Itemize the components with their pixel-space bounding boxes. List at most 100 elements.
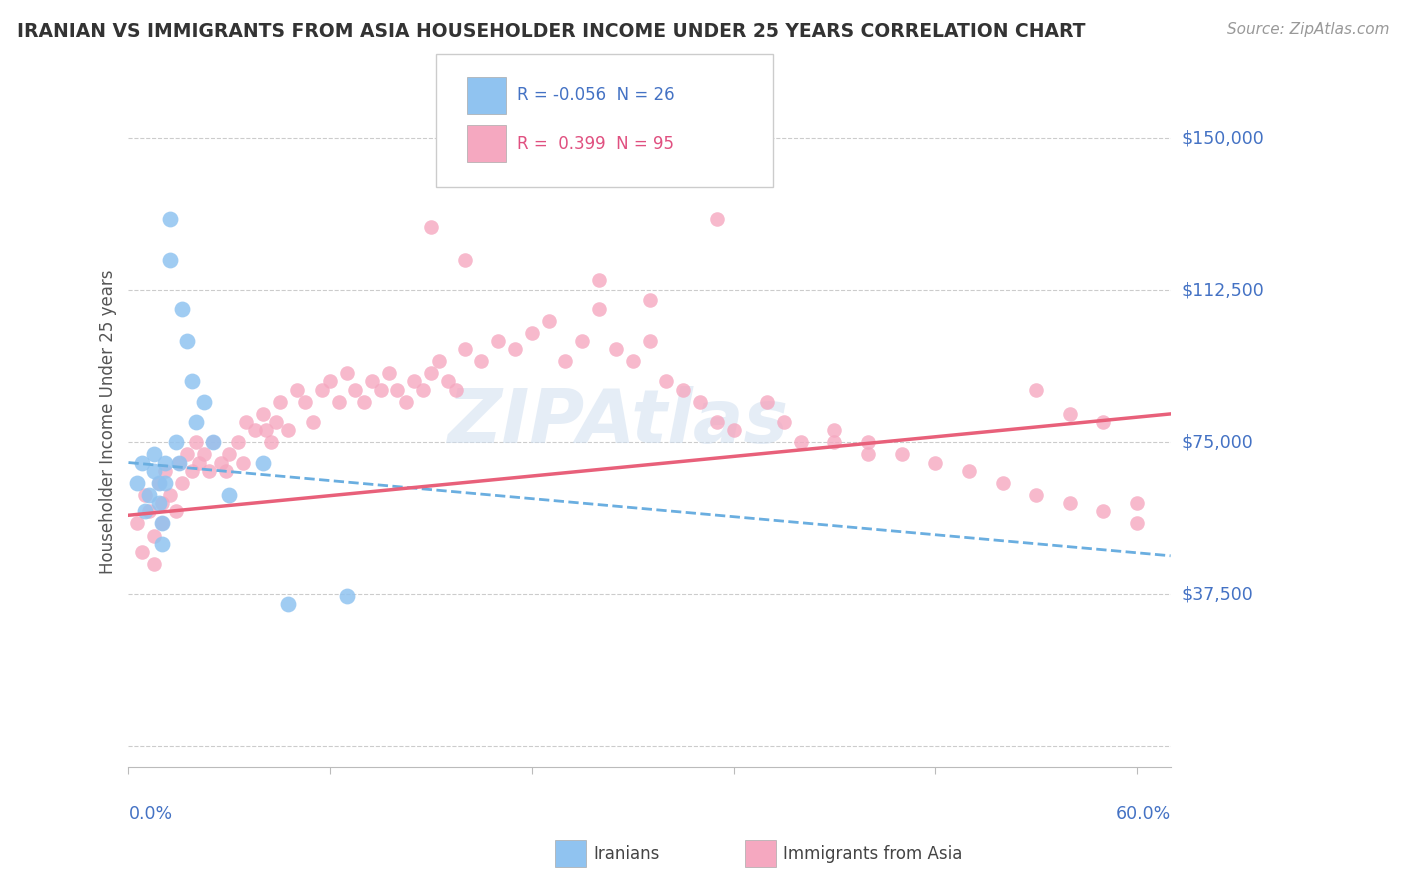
Point [148, 475, 170, 490]
Point [184, 435, 207, 450]
Point [165, 435, 187, 450]
Point [924, 456, 946, 470]
Point [235, 415, 257, 429]
Point [155, 456, 177, 470]
Point [193, 447, 215, 461]
Point [142, 464, 165, 478]
Text: Source: ZipAtlas.com: Source: ZipAtlas.com [1226, 22, 1389, 37]
Point [176, 334, 198, 348]
Point [198, 464, 221, 478]
Point [125, 516, 148, 531]
Point [1025, 383, 1047, 397]
Point [232, 456, 254, 470]
Point [638, 334, 661, 348]
Point [181, 464, 204, 478]
Point [131, 545, 153, 559]
Point [134, 488, 156, 502]
Point [311, 383, 333, 397]
Text: $150,000: $150,000 [1181, 129, 1264, 147]
Point [588, 273, 610, 287]
Point [621, 354, 644, 368]
Point [378, 367, 401, 381]
Point [823, 435, 845, 450]
Point [353, 394, 375, 409]
Point [1126, 496, 1149, 510]
Point [201, 435, 224, 450]
Point [172, 475, 194, 490]
Point [420, 367, 443, 381]
Point [142, 447, 165, 461]
Point [209, 456, 232, 470]
Point [285, 383, 308, 397]
Point [605, 342, 627, 356]
Point [470, 354, 492, 368]
Text: $112,500: $112,500 [1181, 281, 1264, 300]
Point [395, 394, 418, 409]
Point [437, 375, 460, 389]
Point [155, 475, 177, 490]
Point [159, 488, 181, 502]
Point [361, 375, 384, 389]
Point [1059, 496, 1081, 510]
Point [302, 415, 325, 429]
Point [167, 456, 190, 470]
Point [773, 415, 796, 429]
Point [706, 415, 728, 429]
Point [991, 475, 1014, 490]
Point [420, 220, 443, 235]
Point [429, 354, 451, 368]
Point [453, 342, 475, 356]
Point [344, 383, 367, 397]
Point [957, 464, 980, 478]
Point [453, 252, 475, 267]
Point [588, 301, 610, 316]
Point [131, 456, 153, 470]
Point [165, 504, 187, 518]
Point [756, 394, 779, 409]
Point [159, 252, 181, 267]
Point [184, 415, 207, 429]
Text: R =  0.399  N = 95: R = 0.399 N = 95 [517, 135, 675, 153]
Text: $75,000: $75,000 [1181, 434, 1254, 451]
Point [537, 313, 560, 327]
Point [142, 557, 165, 571]
Point [142, 528, 165, 542]
Point [1025, 488, 1047, 502]
Point [328, 394, 350, 409]
Point [148, 496, 170, 510]
Point [218, 488, 240, 502]
Text: $37,500: $37,500 [1181, 585, 1254, 603]
Text: 0.0%: 0.0% [128, 805, 173, 823]
Point [193, 394, 215, 409]
Point [1092, 415, 1115, 429]
Point [138, 488, 160, 502]
Point [252, 456, 274, 470]
Point [336, 367, 359, 381]
Point [890, 447, 912, 461]
Point [571, 334, 593, 348]
Point [134, 504, 156, 518]
Point [148, 475, 170, 490]
Point [672, 383, 695, 397]
Point [266, 415, 288, 429]
Point [201, 435, 224, 450]
Point [226, 435, 249, 450]
Point [404, 375, 426, 389]
Point [503, 342, 526, 356]
Point [520, 326, 543, 340]
Text: IRANIAN VS IMMIGRANTS FROM ASIA HOUSEHOLDER INCOME UNDER 25 YEARS CORRELATION CH: IRANIAN VS IMMIGRANTS FROM ASIA HOUSEHOL… [17, 22, 1085, 41]
Point [181, 375, 204, 389]
Point [252, 407, 274, 421]
Point [444, 383, 467, 397]
Point [689, 394, 711, 409]
Point [176, 447, 198, 461]
Point [254, 423, 277, 437]
Y-axis label: Householder Income Under 25 years: Householder Income Under 25 years [100, 269, 117, 574]
Point [159, 212, 181, 227]
Text: R = -0.056  N = 26: R = -0.056 N = 26 [517, 87, 675, 104]
Point [150, 516, 173, 531]
Point [370, 383, 392, 397]
Point [138, 504, 160, 518]
Point [638, 293, 661, 308]
Point [336, 590, 359, 604]
